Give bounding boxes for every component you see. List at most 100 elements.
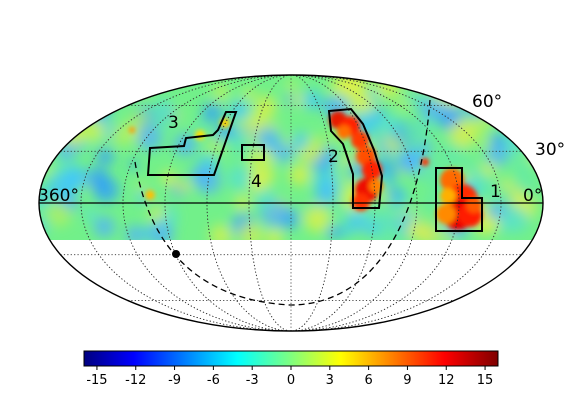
hot-spot [337,125,351,139]
noise-patch [326,225,341,240]
noise-patch [91,101,104,114]
noise-patch [136,79,148,91]
region-4-box [241,144,265,161]
noise-patch [242,88,256,101]
noise-patch [128,159,139,170]
noise-patch [195,121,205,132]
noise-patch [306,134,326,155]
noise-patch [512,75,536,96]
noise-patch [245,166,272,193]
noise-patch [412,77,427,92]
noise-patch [97,89,107,99]
noise-patch [227,165,252,191]
dashed-great-circle [134,99,431,306]
noise-patch [80,141,90,151]
noise-patch [213,85,229,101]
noise-patch [501,205,529,233]
latitude-60-label: 60° [472,92,502,112]
noise-patch [41,107,59,125]
noise-patch [285,94,295,105]
noise-patch [440,142,465,167]
hot-spot [421,158,429,166]
noise-patch [521,95,540,114]
noise-patch [182,181,192,191]
noise-patch [290,93,303,106]
noise-patch [479,137,492,150]
noise-patch [255,96,277,118]
colorbar-tick-label: -15 [86,373,107,388]
noise-patch [490,132,506,148]
noise-patch [420,97,445,122]
noise-patch [466,162,475,170]
noise-patch [368,90,380,103]
colorbar-tick-label: 3 [326,373,334,388]
noise-patch [282,136,294,148]
noise-patch [336,176,346,186]
noise-patch [228,134,253,159]
noise-patch [286,80,297,91]
noise-patch [39,189,49,206]
noise-patch [45,96,69,120]
noise-patch [442,230,454,240]
noise-patch [119,85,133,100]
noise-patch [255,126,280,150]
longitude-left-label: 360° [38,186,79,206]
noise-patch [201,102,223,124]
longitude-right-label: 0° [523,186,542,206]
noise-patch [244,126,253,135]
noise-patch [141,228,152,238]
noise-patch [155,98,171,115]
latitude-30-label: 30° [535,140,565,160]
region-2-label: 2 [328,147,339,167]
noise-patch [531,102,543,124]
hot-spot [369,179,383,193]
noise-patch [313,170,340,197]
noise-patch [131,110,149,128]
pole-marker [172,250,180,258]
colorbar-tick-label: -12 [125,373,146,388]
noise-patch [486,204,502,219]
noise-patch [83,207,98,222]
colorbar-ticks: -15 -12 -9 -6 -3 0 3 6 9 12 15 [86,366,493,388]
noise-patch [95,147,115,166]
colorbar-tick-label: -6 [207,373,220,388]
noise-patch [514,112,543,141]
region-3-box [146,111,238,176]
hot-spot [436,204,456,224]
noise-patch [109,124,132,146]
noise-patch [74,87,91,104]
noise-patch [532,104,543,126]
map-boundary [38,74,544,332]
colorbar-tick-label: -9 [168,373,181,388]
noise-patch [46,201,72,227]
noise-patch [100,90,117,107]
noise-patch [209,224,233,240]
noise-patch [40,110,49,119]
noise-patch [481,163,493,175]
hot-spot [352,193,370,211]
region-boxes [146,107,483,232]
colorbar-tick-label: 6 [364,373,372,388]
noise-patch [99,84,108,93]
hot-spot [440,188,456,204]
noise-patch [93,216,115,238]
noise-patch [75,92,86,103]
colorbar-gradient [83,350,499,367]
noise-patch [72,86,95,109]
noise-patch [255,188,277,210]
colorbar: -15 -12 -9 -6 -3 0 3 6 9 12 15 [83,350,499,388]
hot-spot [145,190,155,200]
hot-spot [351,131,369,149]
noise-patch [86,167,110,191]
noise-patch [517,84,527,94]
noise-patch [377,108,386,117]
noise-patch [68,75,89,91]
colorbar-tick-label: -3 [246,373,259,388]
noise-patch [173,180,186,193]
noise-patch [131,76,149,94]
noise-patch [62,164,88,191]
noise-patch [55,111,68,124]
noise-patch [62,82,73,92]
noise-patch [303,204,330,231]
hot-spot [466,197,482,213]
